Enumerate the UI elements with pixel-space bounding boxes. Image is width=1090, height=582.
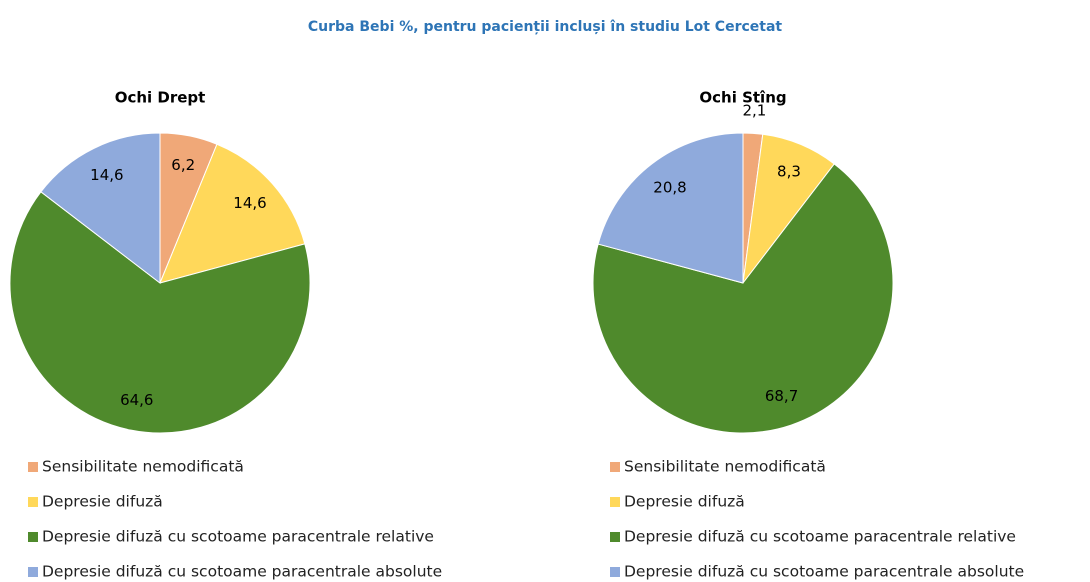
legend-label: Sensibilitate nemodificată xyxy=(42,458,244,476)
legend-swatch xyxy=(28,532,38,542)
legend-label: Depresie difuză cu scotoame paracentrale… xyxy=(42,563,442,581)
legend-swatch xyxy=(610,497,620,507)
data-label: 64,6 xyxy=(120,391,153,409)
legend-swatch xyxy=(28,567,38,577)
pie-slice xyxy=(40,132,161,285)
legend-label: Depresie difuză cu scotoame paracentrale… xyxy=(624,528,1016,546)
data-label: 68,7 xyxy=(765,387,798,405)
pie-slice xyxy=(592,163,894,434)
legend-swatch xyxy=(610,532,620,542)
pie-slice xyxy=(9,191,311,434)
data-label: 14,6 xyxy=(90,166,123,184)
legend-swatch xyxy=(610,567,620,577)
legend-swatch xyxy=(28,462,38,472)
data-label: 14,6 xyxy=(233,194,266,212)
pie-title: Ochi Drept xyxy=(115,89,206,107)
legend-label: Depresie difuză cu scotoame paracentrale… xyxy=(42,528,434,546)
legend-label: Depresie difuză xyxy=(42,493,163,511)
chart-title: Curba Bebi %, pentru pacienții incluși î… xyxy=(308,19,783,35)
legend-label: Depresie difuză cu scotoame paracentrale… xyxy=(624,563,1024,581)
data-label: 8,3 xyxy=(777,163,801,181)
data-label: 6,2 xyxy=(171,156,195,174)
legend-swatch xyxy=(28,497,38,507)
legend-label: Depresie difuză xyxy=(624,493,745,511)
data-label: 2,1 xyxy=(742,101,766,119)
data-label: 20,8 xyxy=(653,178,686,196)
legend-swatch xyxy=(610,462,620,472)
pie-slice xyxy=(597,132,744,284)
legend-label: Sensibilitate nemodificată xyxy=(624,458,826,476)
pie-slice xyxy=(159,143,306,284)
pie-title: Ochi Stîng xyxy=(699,89,786,107)
